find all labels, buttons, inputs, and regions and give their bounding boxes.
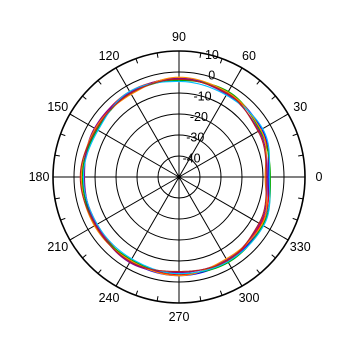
angle-tick-mark	[256, 80, 261, 85]
angle-tick-mark	[60, 217, 66, 221]
angle-tick-mark	[292, 133, 298, 137]
angle-tick-mark	[239, 67, 243, 73]
angle-label-0: 0	[316, 170, 323, 184]
angle-tick-mark	[199, 52, 202, 58]
series-line-5	[80, 76, 268, 277]
radial-label: 0	[208, 69, 215, 83]
angle-label-30: 30	[293, 100, 307, 114]
angle-tick-mark	[69, 113, 75, 117]
series-point	[178, 274, 180, 277]
angle-tick-mark	[115, 281, 119, 287]
angle-label-180: 180	[29, 170, 50, 184]
series-point	[226, 92, 229, 95]
angle-tick-mark	[219, 290, 223, 296]
angle-tick-mark	[97, 269, 102, 274]
series-point	[82, 176, 85, 178]
angle-tick-mark	[82, 95, 87, 100]
angle-label-150: 150	[47, 100, 68, 114]
angle-tick-mark	[97, 80, 102, 85]
series-point	[95, 128, 98, 131]
series-point	[178, 270, 180, 273]
angle-tick-mark	[156, 52, 159, 58]
series-point	[97, 129, 99, 132]
angle-tick-mark	[115, 67, 119, 73]
angle-tick-mark	[82, 254, 87, 259]
grid-spoke	[178, 113, 289, 178]
angle-tick-mark	[298, 197, 304, 200]
series-layer	[79, 76, 272, 277]
angle-label-330: 330	[290, 240, 311, 254]
series-point	[225, 257, 228, 260]
angle-label-240: 240	[99, 291, 120, 305]
series-point	[129, 260, 132, 263]
grid-spoke	[178, 67, 243, 178]
series-point	[96, 223, 99, 226]
series-line-7	[79, 78, 267, 273]
series-point	[225, 94, 228, 97]
series-point	[178, 76, 180, 79]
angle-label-60: 60	[242, 49, 256, 63]
angle-label-300: 300	[239, 291, 260, 305]
angle-tick-mark	[156, 296, 159, 302]
series-point	[262, 224, 265, 227]
angle-tick-mark	[135, 58, 139, 64]
angle-tick-mark	[239, 281, 243, 287]
angle-tick-mark	[54, 154, 60, 157]
angle-label-90: 90	[172, 30, 186, 44]
angle-tick-mark	[256, 269, 261, 274]
grid-spoke	[115, 176, 180, 287]
series-point	[79, 176, 82, 178]
series-point	[178, 80, 180, 83]
angle-tick-mark	[54, 197, 60, 200]
radial-label: -10	[194, 89, 212, 103]
series-point	[129, 92, 132, 95]
grid-spoke	[69, 113, 180, 178]
angle-tick-mark	[298, 154, 304, 157]
angle-tick-mark	[199, 296, 202, 302]
angle-tick-mark	[283, 113, 289, 117]
radial-label: -40	[183, 151, 201, 165]
series-point	[128, 90, 131, 93]
angle-tick-mark	[283, 237, 289, 241]
angle-tick-mark	[271, 95, 276, 100]
angle-tick-mark	[60, 133, 66, 137]
series-point	[260, 223, 263, 226]
angle-tick-mark	[135, 290, 139, 296]
series-point	[261, 127, 264, 130]
angle-tick-mark	[219, 58, 223, 64]
radial-label: -30	[186, 131, 204, 145]
series-point	[178, 272, 180, 275]
polar-grid	[52, 50, 306, 304]
series-point	[259, 128, 262, 131]
grid-spoke	[69, 176, 180, 241]
angle-label-210: 210	[47, 240, 68, 254]
series-point	[268, 176, 271, 178]
grid-spoke	[178, 176, 243, 287]
label-layer: 0 30 60 90 120 150 180 210 240 270 300 330 10 0 -10 -20…	[29, 30, 323, 324]
angle-tick-mark	[292, 217, 298, 221]
series-point	[258, 222, 260, 225]
grid-spoke	[115, 67, 180, 178]
angle-label-270: 270	[169, 310, 190, 324]
series-point	[257, 130, 260, 133]
series-point	[226, 259, 229, 262]
angle-tick-mark	[271, 254, 276, 259]
radial-label: -20	[190, 110, 208, 124]
series-point	[94, 224, 97, 227]
grid-spoke	[178, 176, 289, 241]
series-point	[178, 78, 180, 81]
series-point	[265, 176, 268, 178]
angle-tick-mark	[69, 237, 75, 241]
radial-label: 10	[205, 48, 219, 62]
series-point	[130, 257, 133, 260]
angle-label-120: 120	[99, 49, 120, 63]
